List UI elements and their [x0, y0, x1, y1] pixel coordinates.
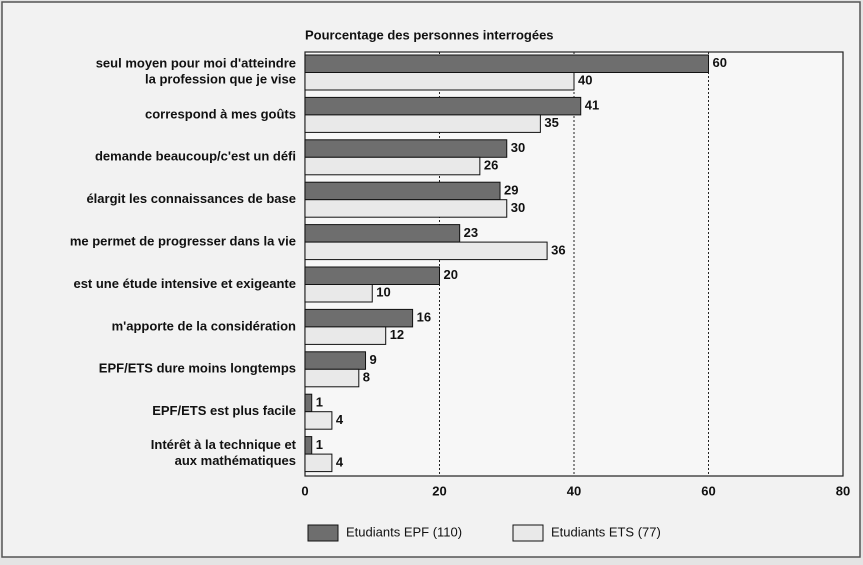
bar [304, 411, 333, 430]
bar [304, 54, 709, 73]
value-label: 4 [336, 454, 344, 469]
bar [304, 436, 313, 455]
value-label: 1 [316, 394, 323, 409]
bar [304, 266, 440, 285]
value-label: 60 [713, 55, 727, 70]
legend-label: Etudiants EPF (110) [346, 524, 462, 539]
bar [304, 181, 501, 201]
bar [304, 284, 373, 303]
legend-swatch [307, 524, 339, 542]
category-label: seul moyen pour moi d'atteindre la profes… [96, 56, 296, 87]
category-label: élargit les connaissances de base [86, 191, 296, 206]
x-tick-label: 20 [432, 483, 446, 498]
value-label: 40 [578, 73, 592, 88]
value-label: 12 [390, 327, 404, 342]
category-label: m'apporte de la considération [112, 318, 296, 333]
value-label: 29 [504, 182, 518, 197]
value-label: 10 [376, 285, 390, 300]
bar [304, 114, 541, 133]
category-label: EPF/ETS est plus facile [152, 403, 296, 418]
category-label: Intérêt à la technique et aux mathématiqu… [151, 438, 297, 469]
value-label: 8 [363, 369, 370, 384]
bar [304, 393, 313, 413]
bar [304, 241, 548, 261]
category-label: demande beaucoup/c'est un défi [95, 149, 296, 164]
x-tick-label: 40 [567, 483, 581, 498]
category-label: me permet de progresser dans la vie [70, 234, 296, 249]
value-label: 26 [484, 157, 498, 172]
legend-label: Etudiants ETS (77) [551, 524, 661, 539]
value-label: 4 [336, 412, 344, 427]
value-label: 35 [544, 115, 558, 130]
category-label: EPF/ETS dure moins longtemps [99, 361, 296, 376]
bar [304, 453, 333, 473]
value-label: 30 [511, 140, 525, 155]
legend-swatch [512, 524, 544, 542]
category-label: est une étude intensive et exigeante [73, 276, 296, 291]
bar [304, 351, 367, 370]
value-label: 30 [511, 200, 525, 215]
bar [304, 96, 582, 116]
x-tick-label: 80 [836, 483, 850, 498]
bar [304, 326, 387, 345]
bar [304, 139, 508, 158]
value-label: 36 [551, 242, 565, 257]
value-label: 1 [316, 437, 323, 452]
bar [304, 368, 360, 388]
category-label: correspond à mes goûts [145, 106, 296, 121]
bar [304, 199, 508, 218]
bar [304, 224, 461, 243]
bar [304, 72, 575, 91]
value-label: 41 [585, 98, 599, 113]
value-label: 20 [444, 267, 458, 282]
bar [304, 156, 481, 176]
value-label: 16 [417, 310, 431, 325]
x-tick-label: 0 [301, 483, 308, 498]
x-tick-label: 60 [701, 483, 715, 498]
value-label: 23 [464, 225, 478, 240]
bar [304, 308, 414, 328]
chart-title: Pourcentage des personnes interrogées [305, 27, 554, 42]
value-label: 9 [370, 352, 377, 367]
